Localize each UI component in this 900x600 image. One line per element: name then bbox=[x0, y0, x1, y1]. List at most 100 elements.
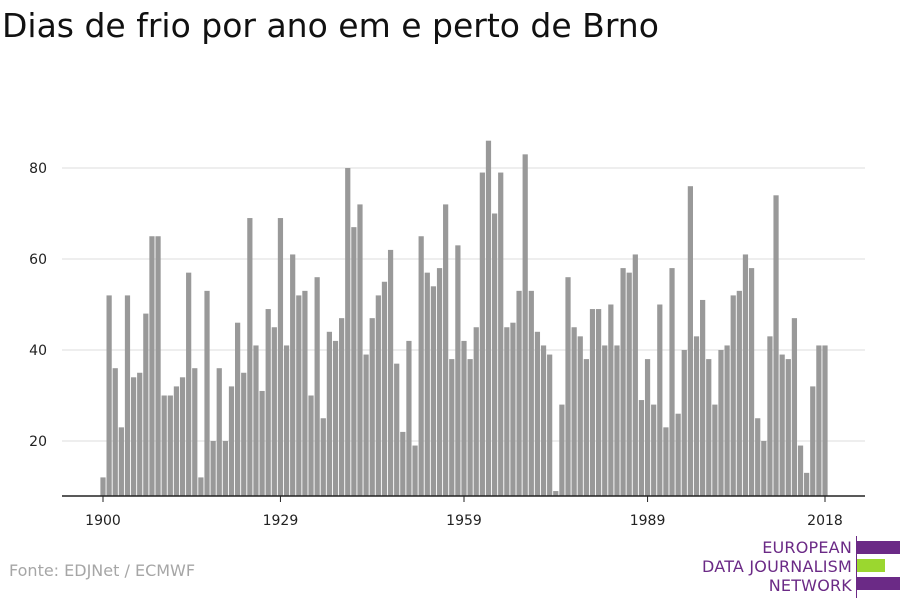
bar-1977 bbox=[571, 327, 577, 496]
bar-1933 bbox=[302, 290, 308, 496]
x-axis-ticks: 1900 1929 1959 1989 2018 bbox=[85, 496, 843, 529]
bar-1929 bbox=[277, 218, 284, 497]
bar-2010 bbox=[773, 195, 779, 497]
bar-1925 bbox=[253, 345, 259, 496]
bar-1960 bbox=[467, 359, 473, 496]
bar-2004 bbox=[736, 290, 742, 496]
source-note: Fonte: EDJNet / ECMWF bbox=[9, 561, 196, 580]
bar-1921 bbox=[228, 386, 235, 496]
bar-1900 bbox=[100, 477, 106, 496]
y-tick-label: 80 bbox=[29, 161, 47, 177]
bar-1935 bbox=[314, 277, 320, 496]
bar-1907 bbox=[143, 313, 149, 496]
chart-title: Dias de frio por ano em e perto de Brno bbox=[2, 6, 659, 45]
bar-1914 bbox=[186, 272, 192, 496]
bar-1968 bbox=[516, 290, 522, 496]
y-axis-ticks: 20 40 60 80 bbox=[29, 161, 47, 450]
bar-1934 bbox=[308, 395, 314, 496]
bar-1930 bbox=[283, 345, 290, 496]
bar-1981 bbox=[596, 309, 602, 496]
bar-1996 bbox=[687, 186, 693, 496]
bar-1919 bbox=[216, 368, 222, 496]
bar-1912 bbox=[173, 386, 180, 496]
logo-bar-bottom bbox=[857, 577, 900, 590]
bar-1990 bbox=[651, 404, 657, 496]
bar-1948 bbox=[394, 363, 400, 496]
bar-1970 bbox=[528, 290, 534, 496]
bar-1965 bbox=[498, 172, 504, 497]
bar-1983 bbox=[608, 304, 614, 496]
bar-2003 bbox=[730, 295, 736, 496]
bar-1954 bbox=[430, 286, 437, 496]
bar-1926 bbox=[259, 390, 265, 496]
y-tick-label: 40 bbox=[29, 343, 47, 359]
bar-1958 bbox=[455, 245, 461, 496]
bar-1988 bbox=[638, 400, 645, 496]
logo-bar-middle bbox=[857, 559, 885, 572]
bar-1976 bbox=[565, 277, 571, 496]
bar-1955 bbox=[436, 268, 443, 496]
bar-1931 bbox=[290, 254, 296, 496]
bar-1927 bbox=[265, 309, 271, 496]
bar-2002 bbox=[724, 345, 730, 496]
x-tick-label: 1959 bbox=[446, 513, 482, 529]
bar-1906 bbox=[137, 372, 143, 496]
bar-2007 bbox=[755, 418, 761, 496]
bar-1949 bbox=[400, 431, 406, 496]
edjnet-logo: EUROPEAN DATA JOURNALISM NETWORK bbox=[700, 536, 900, 598]
bar-1922 bbox=[235, 322, 241, 496]
bar-2011 bbox=[779, 354, 785, 496]
bar-1999 bbox=[706, 359, 712, 496]
bar-1945 bbox=[375, 295, 381, 496]
bar-1918 bbox=[210, 441, 216, 496]
logo-bar-top bbox=[857, 541, 900, 554]
bar-2016 bbox=[810, 386, 816, 496]
bar-1979 bbox=[583, 359, 589, 496]
bar-2017 bbox=[816, 345, 822, 496]
bar-2000 bbox=[712, 404, 718, 496]
bar-1941 bbox=[351, 227, 357, 496]
y-tick-label: 20 bbox=[29, 434, 47, 450]
bar-1992 bbox=[663, 427, 669, 496]
bar-1974 bbox=[553, 491, 559, 496]
bar-1953 bbox=[424, 272, 430, 496]
bar-2009 bbox=[767, 336, 773, 496]
bar-1957 bbox=[449, 359, 455, 496]
bar-1959 bbox=[461, 340, 467, 496]
x-tick-label: 2018 bbox=[807, 513, 843, 529]
logo-text-network: NETWORK bbox=[768, 576, 852, 595]
bar-1995 bbox=[681, 350, 687, 496]
bar-1909 bbox=[155, 236, 161, 496]
bar-1993 bbox=[669, 268, 675, 496]
logo-text-data-journalism: DATA JOURNALISM bbox=[702, 557, 852, 576]
bar-1951 bbox=[412, 445, 418, 496]
bar-1989 bbox=[644, 359, 651, 496]
bar-1944 bbox=[369, 318, 375, 496]
bar-2001 bbox=[718, 350, 724, 496]
bar-1901 bbox=[106, 295, 112, 496]
bar-1911 bbox=[167, 395, 173, 496]
bar-1942 bbox=[357, 204, 363, 496]
bar-1973 bbox=[547, 354, 553, 496]
bar-1903 bbox=[118, 427, 124, 496]
bar-1994 bbox=[675, 413, 681, 496]
bar-1905 bbox=[130, 377, 137, 496]
bar-1966 bbox=[504, 327, 510, 496]
bar-2013 bbox=[791, 318, 798, 496]
bar-1975 bbox=[559, 404, 565, 496]
bar-1936 bbox=[320, 418, 326, 496]
bar-1924 bbox=[247, 218, 253, 497]
bar-1902 bbox=[112, 368, 118, 496]
bar-1940 bbox=[345, 168, 351, 496]
bar-1923 bbox=[241, 372, 247, 496]
bar-1961 bbox=[473, 327, 479, 496]
bar-1971 bbox=[534, 331, 541, 496]
bar-1972 bbox=[540, 345, 547, 496]
bar-1913 bbox=[179, 377, 186, 496]
y-tick-label: 60 bbox=[29, 252, 47, 268]
bar-2012 bbox=[785, 359, 791, 496]
bar-2018 bbox=[822, 345, 828, 496]
x-tick-label: 1900 bbox=[85, 513, 121, 529]
bar-1982 bbox=[602, 345, 608, 496]
